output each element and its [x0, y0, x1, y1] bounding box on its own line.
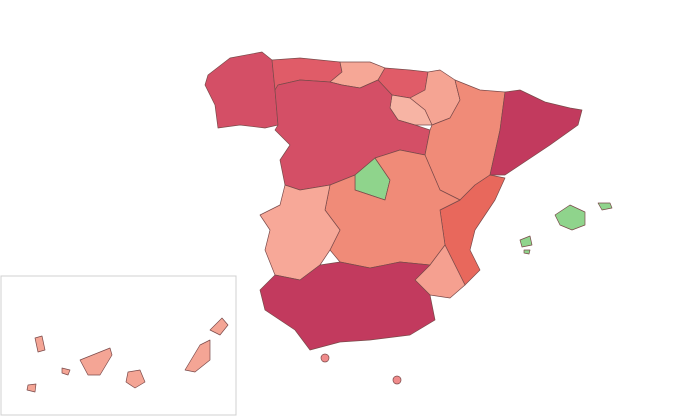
region	[489, 89, 583, 176]
inset-frame	[0, 275, 237, 416]
region	[26, 383, 37, 393]
region	[34, 335, 46, 353]
enclave	[392, 375, 402, 385]
region	[597, 202, 613, 211]
region	[79, 347, 113, 376]
region	[204, 51, 279, 129]
region	[259, 261, 436, 351]
enclave	[320, 353, 330, 363]
region	[554, 204, 586, 231]
region	[61, 367, 71, 376]
region	[519, 235, 533, 248]
region	[209, 317, 229, 336]
region	[184, 339, 211, 373]
region	[523, 249, 531, 255]
region	[125, 369, 146, 389]
region	[324, 149, 461, 269]
